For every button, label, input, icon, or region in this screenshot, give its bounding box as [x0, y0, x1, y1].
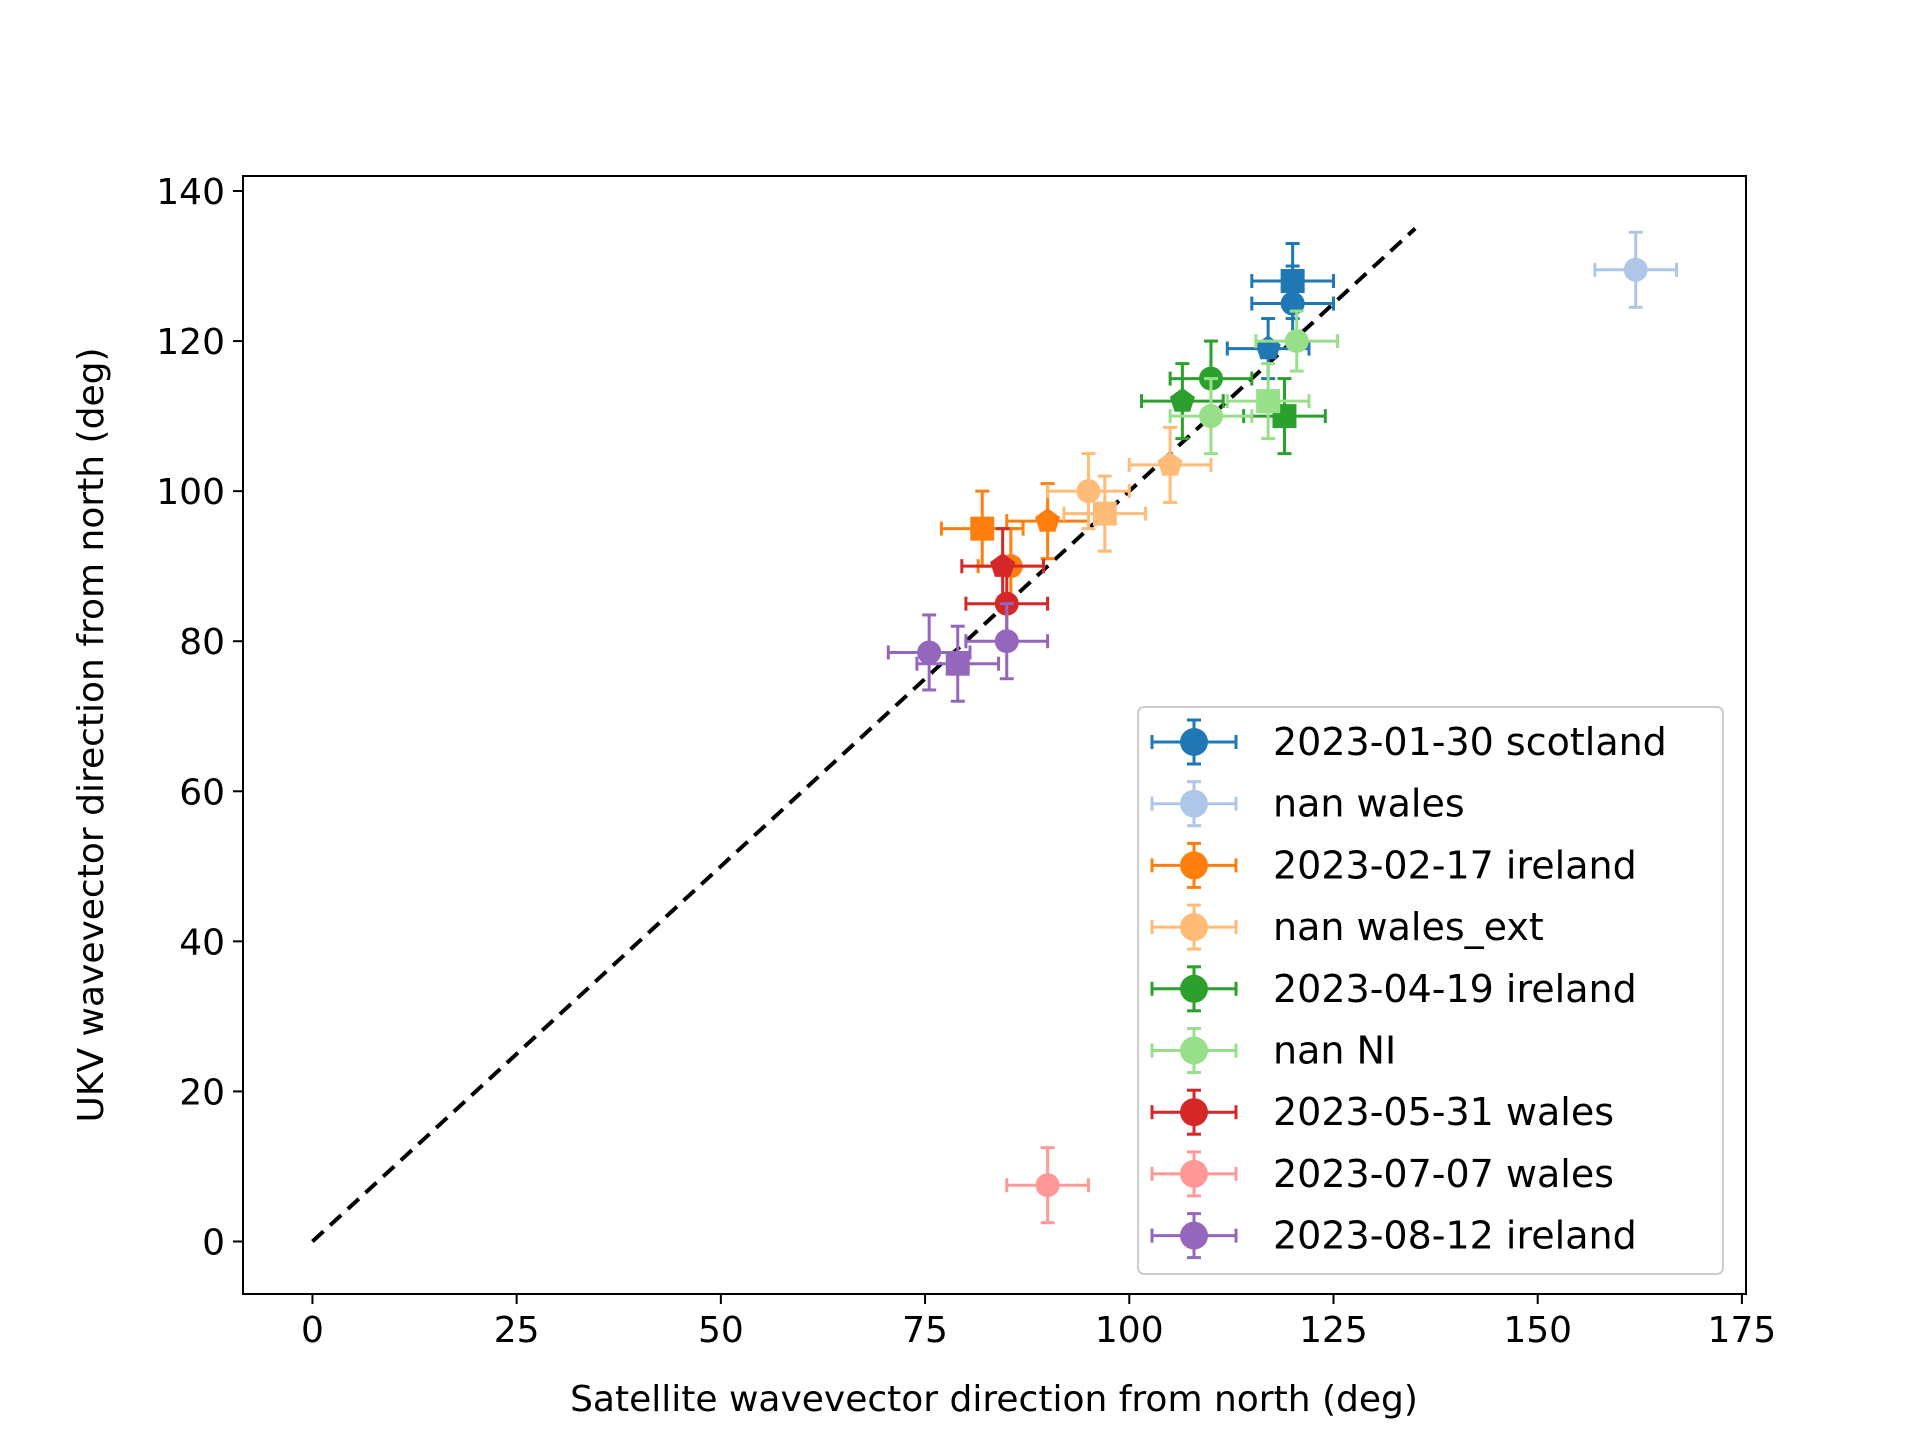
x-axis-label: Satellite wavevector direction from nort… [570, 1379, 1418, 1420]
data-point [1242, 377, 1327, 456]
legend-entry: nan wales_ext [1150, 903, 1544, 951]
error-bars [1150, 1150, 1238, 1198]
legend-box [1137, 706, 1724, 1275]
series-group [886, 602, 1050, 703]
legend-marker [1180, 789, 1208, 818]
x-axis-ticks: 0 25 50 75 100 125 150 175 [301, 1294, 1776, 1351]
data-point [1168, 377, 1254, 456]
point-marker [970, 516, 995, 541]
legend-label: nan wales [1273, 782, 1465, 826]
legend-label: 2023-04-19 ireland [1273, 967, 1637, 1011]
legend-label: 2023-08-12 ireland [1273, 1214, 1637, 1258]
legend-label: nan NI [1273, 1029, 1396, 1073]
point-marker [1280, 291, 1305, 316]
legend-marker [1180, 1036, 1208, 1065]
x-tick-label: 175 [1708, 1310, 1777, 1351]
data-point [1005, 1146, 1090, 1225]
data-point [1250, 264, 1335, 343]
x-tick-label: 100 [1095, 1310, 1164, 1351]
y-tick-label: 40 [179, 922, 225, 963]
legend-marker [1180, 974, 1208, 1003]
x-tick-label: 125 [1299, 1310, 1368, 1351]
data-point [1046, 452, 1131, 531]
y-tick-label: 60 [179, 772, 225, 813]
x-tick-label: 50 [698, 1310, 744, 1351]
legend-label: 2023-01-30 scotland [1273, 720, 1667, 764]
point-marker [917, 640, 942, 665]
x-tick-label: 150 [1503, 1310, 1572, 1351]
one-to-one-reference-line [311, 227, 1417, 1243]
reference-line-layer [311, 227, 1417, 1243]
legend-entry: nan wales [1150, 780, 1465, 828]
point-marker [945, 651, 970, 676]
error-bars [915, 624, 1001, 703]
point-marker [1284, 329, 1309, 354]
series-group [1593, 230, 1679, 309]
legend: 2023-01-30 scotland nan wales 2023-02-17 i… [1137, 706, 1724, 1275]
legend-items: 2023-01-30 scotland nan wales 2023-02-17 i… [1150, 718, 1667, 1260]
legend-entry: 2023-05-31 wales [1150, 1088, 1614, 1136]
point-marker [1198, 404, 1223, 429]
y-tick-label: 120 [156, 322, 225, 363]
legend-entry: 2023-01-30 scotland [1150, 718, 1667, 766]
y-tick-label: 20 [179, 1072, 225, 1113]
legend-marker [1180, 1159, 1208, 1188]
point-marker [1169, 387, 1195, 412]
legend-entry: 2023-07-07 wales [1150, 1150, 1614, 1198]
data-point [1062, 474, 1148, 553]
y-axis-ticks: 0 20 40 60 80 100 120 140 [156, 172, 243, 1263]
series-group [1005, 1146, 1090, 1225]
point-marker [1092, 501, 1117, 526]
point-marker [1035, 508, 1061, 532]
y-axis-label: UKV wavevector direction from north (deg… [71, 347, 112, 1122]
data-point [1225, 362, 1311, 441]
legend-entry: nan NI [1150, 1027, 1396, 1074]
legend-label: 2023-05-31 wales [1273, 1090, 1614, 1134]
data-points-layer [886, 230, 1679, 1225]
legend-entry: 2023-08-12 ireland [1150, 1212, 1637, 1260]
point-marker [1157, 451, 1183, 476]
x-tick-label: 0 [301, 1310, 324, 1351]
y-tick-label: 80 [179, 622, 225, 663]
legend-marker [1180, 728, 1208, 756]
data-point [1593, 230, 1679, 309]
y-tick-label: 100 [156, 472, 225, 513]
legend-entry: 2023-02-17 ireland [1150, 841, 1637, 889]
point-marker [1076, 479, 1101, 504]
legend-marker [1180, 1221, 1208, 1250]
legend-label: 2023-07-07 wales [1273, 1152, 1614, 1196]
data-point [964, 602, 1050, 681]
legend-label: nan wales_ext [1273, 905, 1544, 949]
legend-marker [1180, 1098, 1208, 1127]
point-marker [1256, 389, 1281, 414]
legend-label: 2023-02-17 ireland [1273, 843, 1637, 887]
data-point [1254, 309, 1340, 373]
legend-marker [1180, 913, 1208, 942]
legend-marker [1180, 851, 1208, 880]
data-point [960, 527, 1046, 606]
legend-entry: 2023-04-19 ireland [1150, 965, 1637, 1013]
series-group [1225, 242, 1335, 381]
point-marker [994, 629, 1019, 654]
point-marker [1035, 1173, 1060, 1198]
x-tick-label: 25 [494, 1310, 540, 1351]
y-tick-label: 140 [156, 172, 225, 213]
x-tick-label: 75 [902, 1310, 948, 1351]
data-point [915, 624, 1001, 703]
point-marker [990, 553, 1016, 577]
series-group [1168, 309, 1340, 456]
y-tick-label: 0 [202, 1222, 225, 1263]
series-group [1046, 425, 1213, 553]
plot-area-frame [242, 175, 1747, 1295]
point-marker [1623, 257, 1648, 282]
data-point [1127, 425, 1213, 504]
